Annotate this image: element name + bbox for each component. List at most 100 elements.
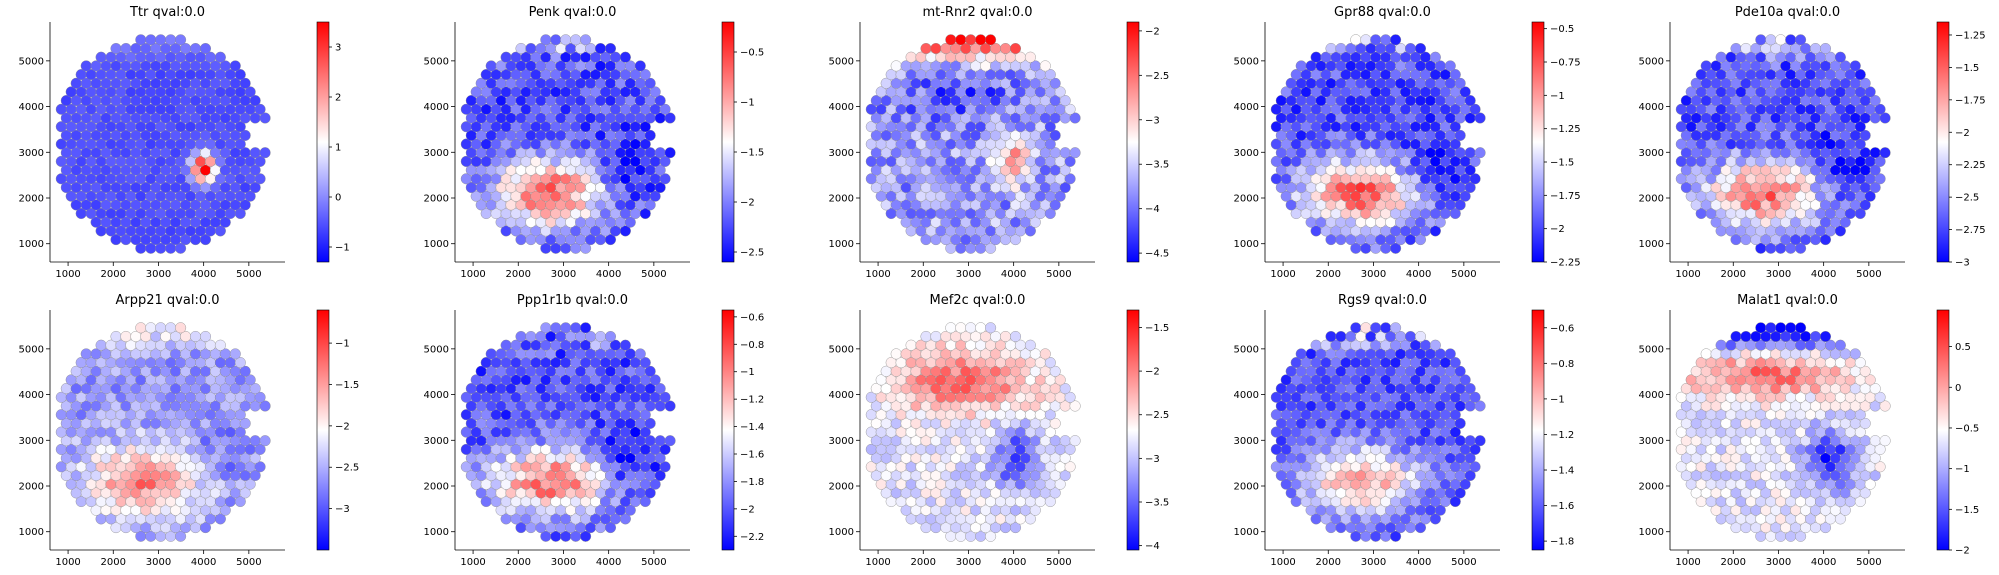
colorbar-tick-label: −1.25 bbox=[1550, 124, 1581, 135]
spot bbox=[664, 435, 676, 447]
colorbar-tick-label: −2 bbox=[740, 504, 755, 515]
subplot-title: Malat1 qval:0.0 bbox=[1737, 293, 1838, 308]
subplot-mef2c: Mef2c qval:0.0 1000 2000 3000 4000 5000 1000 20… bbox=[829, 293, 1170, 568]
spot bbox=[249, 147, 261, 159]
y-tick-label: 3000 bbox=[424, 436, 449, 447]
spot bbox=[644, 199, 656, 211]
spot bbox=[214, 51, 226, 63]
x-tick-label: 1000 bbox=[865, 557, 890, 568]
spot bbox=[1414, 331, 1426, 343]
spot bbox=[1360, 34, 1372, 46]
colorbar-tick-label: −1.5 bbox=[1145, 323, 1169, 334]
spot bbox=[920, 331, 932, 343]
y-tick-label: 2000 bbox=[1234, 194, 1259, 205]
spot bbox=[1024, 225, 1036, 237]
y-tick-label: 1000 bbox=[1234, 527, 1259, 538]
spot bbox=[249, 95, 261, 107]
spot bbox=[145, 322, 157, 334]
x-tick-label: 3000 bbox=[956, 269, 981, 280]
spot bbox=[1029, 216, 1041, 228]
colorbar-tick-label: −1.8 bbox=[1550, 537, 1574, 548]
spot bbox=[175, 34, 187, 46]
colorbar-tick-label: −1.5 bbox=[740, 148, 764, 159]
spot bbox=[634, 348, 646, 360]
spot bbox=[1380, 322, 1392, 334]
spot bbox=[1335, 43, 1347, 55]
y-tick-label: 1000 bbox=[829, 239, 854, 250]
y-tick-label: 4000 bbox=[1639, 102, 1664, 113]
spot bbox=[1834, 339, 1846, 351]
colorbar-tick-label: −2 bbox=[740, 198, 755, 209]
y-tick-label: 3000 bbox=[829, 148, 854, 159]
spot bbox=[1054, 190, 1066, 202]
x-tick-label: 3000 bbox=[1361, 269, 1386, 280]
x-tick-label: 4000 bbox=[1001, 269, 1026, 280]
spot bbox=[244, 86, 256, 98]
spot bbox=[1370, 322, 1382, 334]
spot bbox=[515, 43, 527, 55]
colorbar-tick-label: −2 bbox=[1955, 128, 1970, 139]
x-tick-label: 4000 bbox=[191, 557, 216, 568]
spot bbox=[155, 34, 167, 46]
spot bbox=[644, 129, 656, 141]
spot bbox=[1464, 435, 1476, 447]
colorbar-tick-label: −3 bbox=[1145, 454, 1160, 465]
spot bbox=[1809, 43, 1821, 55]
spot bbox=[1370, 34, 1382, 46]
spot bbox=[1310, 339, 1322, 351]
spot bbox=[485, 348, 497, 360]
spot bbox=[639, 69, 651, 81]
spot bbox=[1310, 51, 1322, 63]
x-tick-label: 2000 bbox=[1316, 557, 1341, 568]
x-tick-label: 3000 bbox=[551, 557, 576, 568]
spot bbox=[1700, 60, 1712, 72]
spot bbox=[570, 34, 582, 46]
spot bbox=[619, 51, 631, 63]
colorbar bbox=[1936, 309, 1950, 551]
x-tick-label: 1000 bbox=[55, 269, 80, 280]
spot bbox=[1024, 339, 1036, 351]
colorbar bbox=[721, 309, 735, 551]
x-tick-label: 4000 bbox=[1406, 557, 1431, 568]
spot bbox=[500, 51, 512, 63]
subplot-title: Rgs9 qval:0.0 bbox=[1338, 293, 1427, 308]
colorbar-tick-label: −2 bbox=[1145, 367, 1160, 378]
spot bbox=[955, 34, 967, 46]
colorbar-tick-label: −3 bbox=[1955, 258, 1970, 269]
colorbar bbox=[1936, 21, 1950, 263]
spot bbox=[890, 348, 902, 360]
colorbar bbox=[316, 309, 330, 551]
y-tick-label: 1000 bbox=[424, 239, 449, 250]
colorbar-tick-label: −2 bbox=[1550, 224, 1565, 235]
spot bbox=[1740, 331, 1752, 343]
spot bbox=[1295, 60, 1307, 72]
spot bbox=[1325, 331, 1337, 343]
spot bbox=[659, 103, 671, 115]
spot bbox=[1765, 322, 1777, 334]
colorbar-tick-label: −3.5 bbox=[1145, 498, 1169, 509]
spot bbox=[254, 155, 266, 167]
spot bbox=[259, 435, 271, 447]
colorbar-tick-label: −2.75 bbox=[1955, 225, 1986, 236]
colorbar-tick-label: −2.25 bbox=[1955, 160, 1986, 171]
spot bbox=[580, 34, 592, 46]
colorbar-tick-label: −1.25 bbox=[1955, 30, 1986, 41]
colorbar-tick-label: −1.4 bbox=[740, 422, 764, 433]
y-tick-label: 5000 bbox=[1639, 56, 1664, 67]
spot bbox=[1444, 348, 1456, 360]
y-tick-label: 1000 bbox=[19, 527, 44, 538]
spot bbox=[1044, 121, 1056, 133]
spot bbox=[1049, 77, 1061, 89]
y-tick-label: 1000 bbox=[829, 527, 854, 538]
x-tick-label: 1000 bbox=[460, 557, 485, 568]
spot bbox=[1834, 51, 1846, 63]
spot bbox=[95, 339, 107, 351]
x-tick-label: 5000 bbox=[1451, 557, 1476, 568]
spot bbox=[1000, 331, 1012, 343]
x-tick-label: 3000 bbox=[956, 557, 981, 568]
spot bbox=[1059, 181, 1071, 193]
subplot-title: Gpr88 qval:0.0 bbox=[1334, 5, 1431, 20]
spot bbox=[905, 339, 917, 351]
spot bbox=[605, 234, 617, 246]
spot bbox=[120, 43, 132, 55]
